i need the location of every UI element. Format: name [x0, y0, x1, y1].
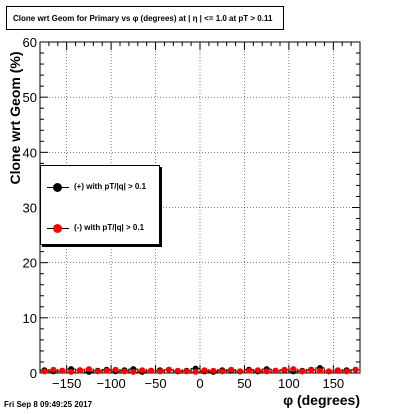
- data-point: [112, 366, 119, 373]
- data-point: [290, 366, 297, 373]
- y-tick-label: 0: [30, 366, 37, 381]
- data-point: [68, 368, 75, 375]
- data-point: [254, 367, 261, 374]
- y-tick-label: 30: [23, 201, 37, 216]
- data-point: [245, 367, 252, 374]
- data-point: [85, 366, 92, 373]
- x-axis-label: φ (degrees): [283, 392, 360, 408]
- data-point: [228, 366, 235, 373]
- x-tick-label: −50: [145, 376, 167, 391]
- legend-label-positive: (+) with pT/|q| > 0.1: [74, 182, 147, 191]
- x-tick-label: −100: [96, 376, 125, 391]
- data-point: [174, 367, 181, 374]
- data-point: [77, 367, 83, 374]
- data-point: [299, 368, 306, 375]
- timestamp: Fri Sep 8 09:49:25 2017: [4, 400, 93, 409]
- y-tick-label: 60: [23, 35, 37, 50]
- data-point: [165, 366, 172, 373]
- data-point: [210, 367, 217, 374]
- data-point: [183, 368, 190, 375]
- x-tick-label: 50: [237, 376, 251, 391]
- data-point: [317, 367, 323, 374]
- data-point: [334, 367, 341, 374]
- data-point: [237, 368, 243, 375]
- data-point: [148, 367, 155, 374]
- data-point: [281, 366, 288, 373]
- legend-label-negative: (-) with pT/|q| > 0.1: [74, 223, 145, 232]
- x-tick-label: 0: [196, 376, 203, 391]
- data-point: [121, 368, 128, 375]
- data-point: [103, 367, 110, 374]
- legend: (+) with pT/|q| > 0.1 (-) with pT/|q| > …: [40, 165, 160, 245]
- data-point: [41, 368, 48, 375]
- data-point: [157, 368, 163, 375]
- data-point: [352, 366, 359, 373]
- data-point: [50, 366, 57, 373]
- data-point: [130, 368, 137, 375]
- x-tick-label: −150: [52, 376, 81, 391]
- legend-marker-positive: [53, 183, 62, 192]
- legend-marker-negative: [53, 224, 62, 233]
- data-point: [308, 367, 315, 374]
- legend-entry-positive: (+) with pT/|q| > 0.1: [41, 178, 159, 198]
- y-tick-label: 20: [23, 256, 37, 271]
- y-tick-label: 10: [23, 311, 37, 326]
- data-point: [139, 367, 146, 374]
- series-negative: [39, 366, 361, 375]
- legend-entry-negative: (-) with pT/|q| > 0.1: [41, 219, 159, 239]
- data-point: [201, 367, 208, 374]
- y-tick-label: 40: [23, 145, 37, 160]
- chart-title: Clone wrt Geom for Primary vs φ (degrees…: [13, 13, 273, 23]
- y-axis-label: Clone wrt Geom (%): [7, 51, 23, 184]
- y-tick-label: 50: [23, 90, 37, 105]
- data-point: [272, 367, 279, 374]
- data-point: [343, 368, 350, 375]
- data-point: [219, 368, 226, 375]
- x-tick-label: 150: [322, 376, 344, 391]
- data-point: [59, 367, 66, 374]
- data-point: [94, 368, 101, 375]
- x-tick-label: 100: [278, 376, 300, 391]
- data-point: [192, 368, 199, 375]
- chart-title-box: Clone wrt Geom for Primary vs φ (degrees…: [6, 6, 284, 30]
- data-point: [263, 368, 270, 375]
- data-point: [325, 368, 332, 375]
